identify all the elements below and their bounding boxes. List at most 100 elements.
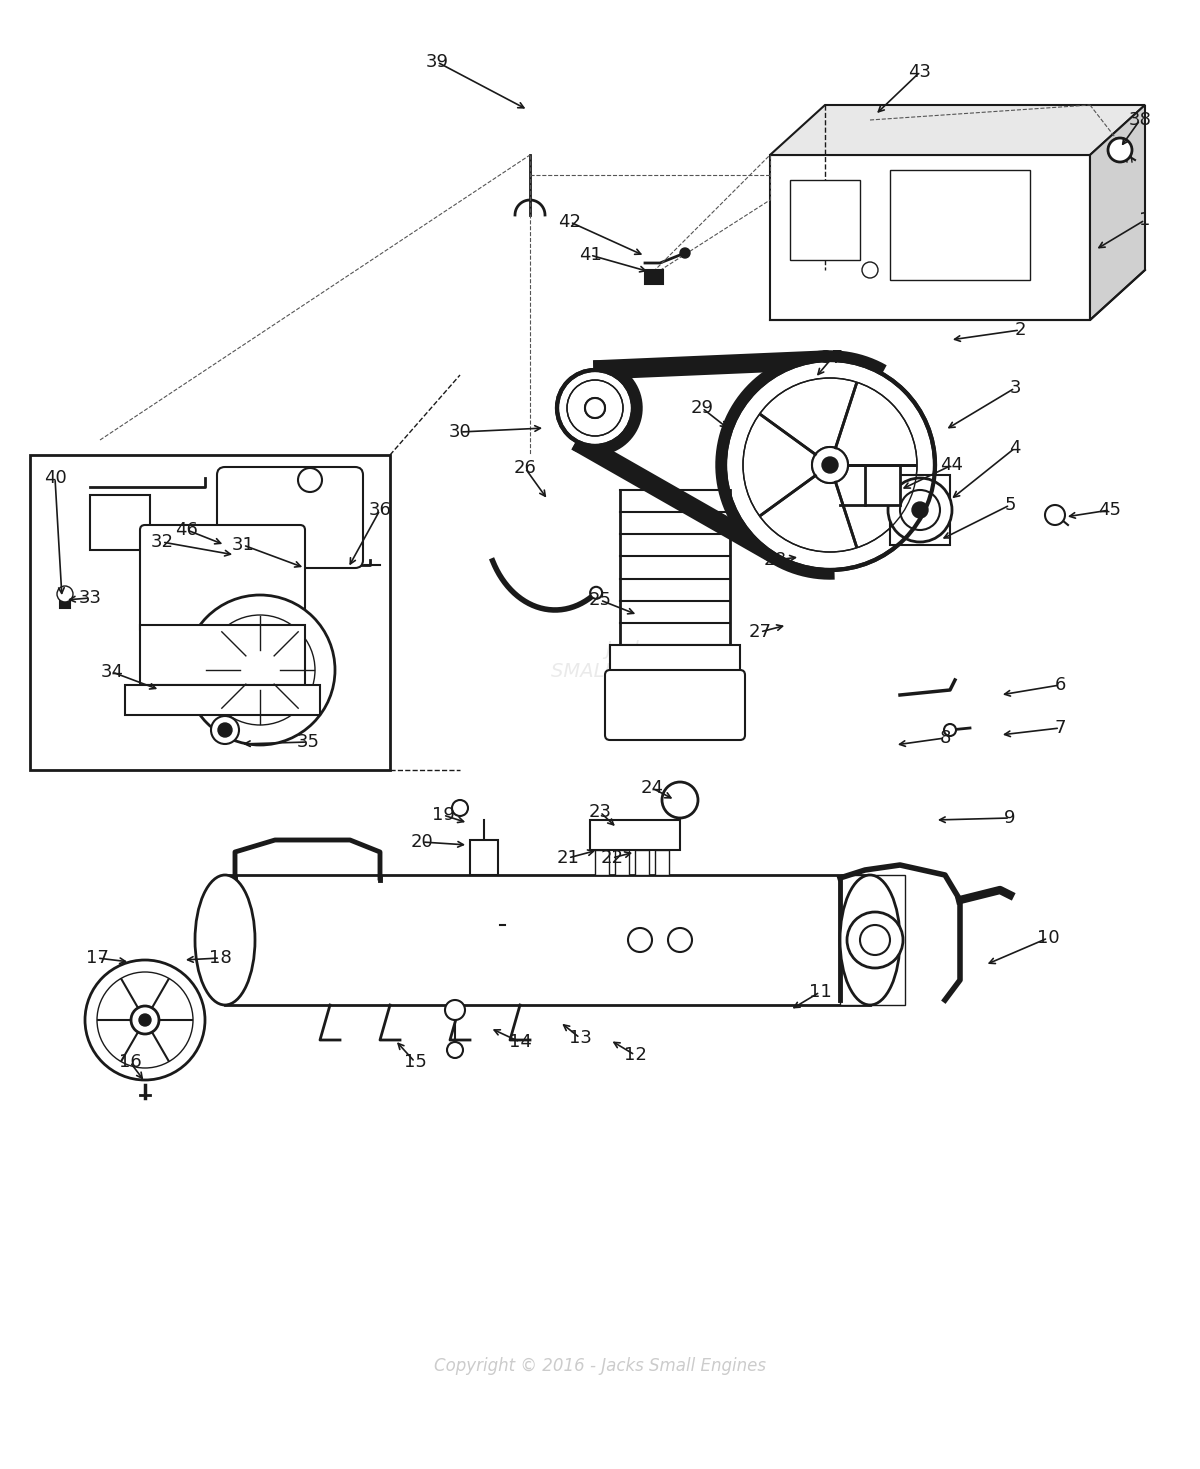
- Circle shape: [240, 649, 280, 690]
- Text: 11: 11: [809, 983, 832, 1000]
- Bar: [646, 270, 662, 284]
- Bar: [790, 181, 860, 260]
- Circle shape: [185, 595, 335, 745]
- Bar: [840, 876, 905, 1005]
- Text: 44: 44: [941, 455, 964, 474]
- Bar: [635, 851, 649, 876]
- Text: 10: 10: [1037, 928, 1060, 948]
- Text: 34: 34: [101, 663, 124, 682]
- Bar: [125, 685, 320, 715]
- Text: 29: 29: [690, 400, 714, 417]
- Text: 35: 35: [296, 733, 319, 751]
- Ellipse shape: [194, 876, 256, 1005]
- Circle shape: [586, 398, 605, 419]
- Circle shape: [900, 491, 940, 530]
- Text: 12: 12: [624, 1046, 647, 1064]
- Text: 43: 43: [908, 63, 931, 81]
- Text: 24: 24: [641, 779, 664, 798]
- Circle shape: [85, 961, 205, 1080]
- Bar: [655, 851, 670, 876]
- Circle shape: [446, 1042, 463, 1058]
- Circle shape: [131, 1006, 158, 1034]
- Text: 9: 9: [1004, 809, 1015, 827]
- FancyBboxPatch shape: [217, 467, 364, 569]
- Text: 7: 7: [1055, 718, 1066, 737]
- Text: 31: 31: [232, 536, 254, 554]
- FancyBboxPatch shape: [140, 524, 305, 635]
- Text: 6: 6: [1055, 676, 1066, 693]
- Text: 1: 1: [1139, 212, 1151, 229]
- Text: 14: 14: [509, 1033, 532, 1050]
- Bar: [470, 840, 498, 876]
- Circle shape: [557, 370, 634, 447]
- Text: 38: 38: [1128, 112, 1152, 129]
- Text: 21: 21: [557, 849, 580, 867]
- Circle shape: [812, 447, 848, 483]
- Circle shape: [860, 925, 890, 955]
- Text: 30: 30: [449, 423, 472, 441]
- Circle shape: [568, 380, 623, 436]
- Circle shape: [888, 477, 952, 542]
- Circle shape: [218, 723, 232, 737]
- Bar: [890, 170, 1030, 281]
- Text: 20: 20: [410, 833, 433, 851]
- Text: 13: 13: [569, 1028, 592, 1047]
- Circle shape: [628, 928, 652, 952]
- Circle shape: [58, 586, 73, 602]
- Text: 40: 40: [43, 469, 66, 488]
- Circle shape: [586, 398, 605, 419]
- Circle shape: [1045, 505, 1066, 524]
- Text: 28: 28: [763, 551, 786, 569]
- Circle shape: [452, 801, 468, 815]
- FancyBboxPatch shape: [605, 670, 745, 740]
- Text: 33: 33: [78, 589, 102, 607]
- Text: 42: 42: [558, 213, 582, 231]
- Circle shape: [298, 469, 322, 492]
- Text: 4: 4: [1009, 439, 1021, 457]
- Circle shape: [211, 715, 239, 743]
- Text: Copyright © 2016 - Jacks Small Engines: Copyright © 2016 - Jacks Small Engines: [434, 1357, 766, 1375]
- Circle shape: [139, 1014, 151, 1025]
- Text: 39: 39: [426, 53, 449, 71]
- Circle shape: [590, 586, 602, 599]
- Bar: [30, 455, 390, 770]
- Circle shape: [662, 782, 698, 818]
- Text: 45: 45: [1098, 501, 1122, 519]
- Circle shape: [812, 447, 848, 483]
- Text: 5: 5: [1004, 497, 1015, 514]
- Text: 3: 3: [1009, 379, 1021, 397]
- Text: 46: 46: [175, 521, 198, 539]
- Polygon shape: [770, 156, 1090, 320]
- Text: 22: 22: [600, 849, 624, 867]
- Ellipse shape: [840, 876, 900, 1005]
- Text: 41: 41: [578, 245, 601, 264]
- Text: 37: 37: [821, 350, 844, 367]
- Text: 36: 36: [368, 501, 391, 519]
- Circle shape: [944, 724, 956, 736]
- Bar: [590, 820, 680, 851]
- Text: 23: 23: [588, 804, 612, 821]
- Text: 8: 8: [940, 729, 950, 748]
- Bar: [90, 495, 150, 549]
- Text: Jacks
SMALL ENGINES: Jacks SMALL ENGINES: [551, 639, 709, 680]
- Circle shape: [725, 360, 935, 570]
- Text: 17: 17: [85, 949, 108, 967]
- Bar: [610, 645, 740, 674]
- Polygon shape: [1090, 104, 1145, 320]
- Bar: [226, 876, 870, 1005]
- Bar: [616, 851, 629, 876]
- Circle shape: [822, 457, 838, 473]
- Text: 18: 18: [209, 949, 232, 967]
- Bar: [890, 474, 950, 545]
- Circle shape: [1108, 138, 1132, 162]
- Circle shape: [97, 972, 193, 1068]
- Circle shape: [680, 248, 690, 259]
- Text: 26: 26: [514, 458, 536, 477]
- Text: 27: 27: [749, 623, 772, 640]
- Bar: [140, 624, 305, 685]
- Text: 15: 15: [403, 1053, 426, 1071]
- Circle shape: [743, 378, 917, 552]
- Text: 25: 25: [588, 591, 612, 610]
- Bar: [865, 466, 900, 505]
- Circle shape: [445, 1000, 466, 1019]
